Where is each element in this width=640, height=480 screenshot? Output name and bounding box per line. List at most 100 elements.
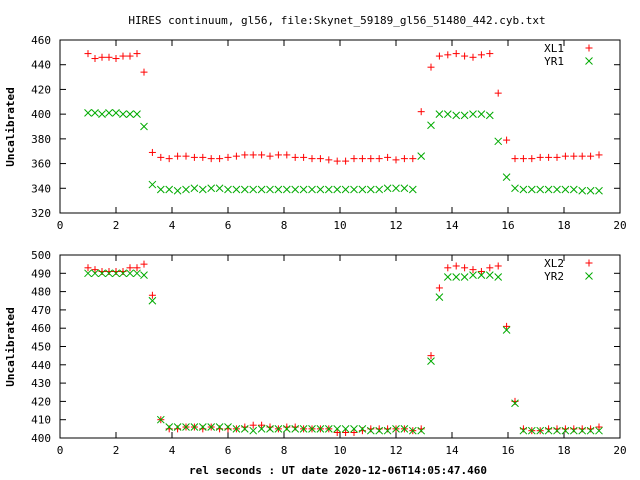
data-point (502, 326, 511, 334)
data-point-d2 (519, 185, 528, 194)
data-point (435, 284, 443, 292)
legend-label: XL1 (544, 42, 564, 55)
y-tick-label: 340 (31, 182, 51, 195)
data-point-d2 (240, 424, 249, 433)
data-point (452, 111, 461, 120)
data-point-d2 (165, 423, 174, 431)
data-point (316, 424, 325, 433)
data-point (408, 185, 417, 194)
data-point (477, 51, 485, 59)
data-point (119, 269, 127, 278)
data-point (358, 155, 366, 163)
data-point (536, 153, 544, 161)
data-point (308, 185, 316, 194)
data-point (84, 269, 92, 278)
data-point (561, 426, 570, 435)
data-point (241, 151, 249, 159)
data-point-d2 (126, 110, 134, 118)
data-point-d2 (133, 110, 141, 118)
data-point-d2 (316, 424, 325, 433)
y-tick-label: 360 (31, 158, 51, 171)
data-point (266, 424, 274, 433)
data-point-d2 (452, 111, 461, 120)
data-point-d2 (366, 426, 375, 435)
data-point-d2 (98, 110, 106, 118)
x-tick-label: 10 (333, 219, 346, 232)
data-point-d2 (98, 269, 106, 278)
data-point-d2 (427, 357, 435, 365)
data-point (249, 426, 258, 435)
y-tick-label: 480 (31, 286, 51, 299)
data-point (157, 153, 165, 161)
data-point-d2 (291, 424, 300, 433)
data-point (173, 186, 182, 195)
legend-label: YR1 (544, 55, 564, 68)
data-point (105, 53, 113, 61)
data-point (392, 424, 400, 433)
data-point-d2 (435, 110, 444, 118)
data-point (148, 296, 157, 305)
data-point (126, 110, 134, 118)
data-point-d2 (527, 426, 536, 435)
data-point-d2 (460, 273, 469, 281)
data-point (216, 155, 224, 163)
data-point (435, 110, 444, 118)
upper-plot-panel: 0 2 4 6 8 10 12 14 16 18 20 320 340 360 380 400 420 440 46… (4, 34, 627, 232)
data-point (291, 185, 300, 194)
data-point (519, 155, 527, 163)
data-point (98, 53, 106, 61)
data-point-d2 (469, 271, 477, 279)
data-point-d2 (400, 184, 409, 193)
data-point-d2 (561, 426, 570, 435)
data-point (375, 426, 384, 435)
data-point (190, 184, 199, 193)
data-point-d2 (232, 424, 241, 433)
data-point-d2 (299, 424, 308, 433)
data-point (282, 424, 291, 433)
data-point-d2 (392, 184, 400, 193)
data-point (249, 421, 257, 429)
data-point (105, 269, 113, 278)
data-point (156, 415, 165, 424)
data-point (553, 153, 561, 161)
data-point (300, 153, 308, 161)
data-point-d2 (383, 426, 392, 435)
data-point (98, 110, 106, 118)
data-point (527, 426, 536, 435)
legend-marker-d2 (585, 57, 593, 65)
data-point (199, 153, 207, 161)
x-tick-label: 14 (445, 444, 459, 457)
data-point (341, 424, 350, 433)
x-tick-label: 4 (169, 219, 176, 232)
data-point (215, 423, 224, 431)
x-tick-label: 20 (613, 444, 626, 457)
data-point-d2 (408, 426, 417, 435)
series-xl2 (84, 260, 603, 437)
data-point (190, 423, 199, 431)
data-point (148, 180, 157, 189)
x-tick-label: 0 (57, 219, 64, 232)
data-point (367, 155, 375, 163)
data-point (544, 426, 553, 435)
data-point-d2 (119, 110, 127, 118)
data-point (165, 423, 174, 431)
data-point-d2 (91, 109, 99, 117)
data-point-d2 (341, 185, 350, 194)
data-point (595, 151, 603, 159)
data-point (119, 52, 127, 60)
data-point (165, 185, 174, 194)
data-point (485, 271, 494, 279)
data-point (325, 156, 333, 164)
data-point-d2 (544, 426, 553, 435)
data-point-d2 (586, 426, 595, 435)
data-point-d2 (494, 137, 503, 146)
data-point (461, 52, 469, 60)
data-point-d2 (569, 185, 578, 194)
data-point (536, 185, 545, 194)
data-point (342, 157, 350, 165)
data-point-d2 (165, 185, 174, 194)
data-point-d2 (249, 426, 258, 435)
data-point (316, 185, 325, 194)
data-point (477, 267, 485, 275)
data-point (408, 426, 417, 435)
